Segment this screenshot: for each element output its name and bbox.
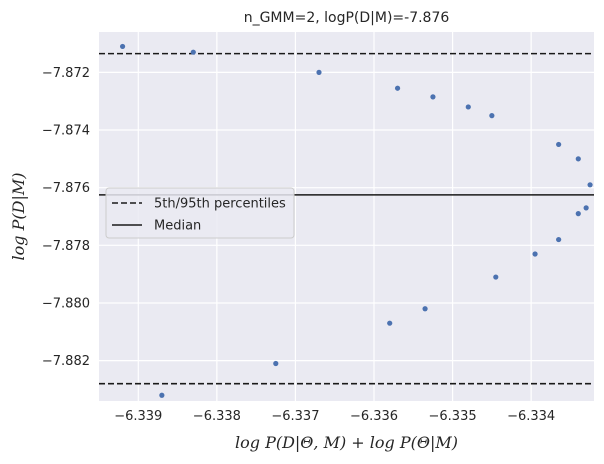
data-point: [489, 113, 495, 119]
data-point: [190, 49, 196, 55]
data-point: [556, 236, 562, 243]
data-point: [159, 392, 165, 398]
x-tick-label: −6.334: [507, 409, 555, 424]
data-point: [394, 85, 401, 91]
x-tick-label: −6.339: [114, 409, 162, 424]
data-point: [556, 141, 562, 148]
x-tick-label: −6.337: [271, 409, 319, 424]
data-point: [532, 251, 538, 257]
y-tick-label: −7.880: [42, 296, 90, 311]
data-point: [387, 320, 393, 326]
x-axis-label: log P(D|Θ, M) + log P(Θ|M): [235, 433, 458, 452]
legend-label-median: Median: [154, 219, 201, 234]
data-point: [583, 205, 589, 211]
data-point: [422, 306, 428, 312]
legend-box: [105, 187, 295, 239]
chart-title: n_GMM=2, logP(D|M)=-7.876: [244, 10, 450, 26]
x-tick-label: −6.335: [429, 409, 477, 424]
data-point: [316, 69, 322, 75]
data-point: [575, 156, 581, 162]
data-point: [273, 360, 279, 367]
x-tick-labels: −6.339 −6.338 −6.337 −6.336 −6.335 −6.334: [114, 409, 555, 424]
y-tick-label: −7.878: [42, 239, 90, 254]
y-tick-label: −7.872: [42, 66, 90, 81]
y-tick-label: −7.882: [42, 354, 90, 369]
x-tick-label: −6.336: [350, 409, 398, 424]
data-point: [465, 104, 471, 110]
data-point: [430, 94, 436, 100]
y-tick-label: −7.876: [42, 181, 90, 196]
legend: 5th/95th percentiles Median: [105, 187, 295, 239]
data-point: [587, 182, 593, 188]
data-points: [119, 43, 593, 398]
y-axis-label: log P(D|M): [9, 173, 28, 261]
data-point: [119, 43, 126, 50]
y-tick-labels: −7.872 −7.874 −7.876 −7.878 −7.880 −7.882: [42, 66, 90, 369]
x-tick-label: −6.338: [193, 409, 241, 424]
data-point: [493, 274, 499, 280]
legend-label-percentiles: 5th/95th percentiles: [154, 197, 286, 212]
y-tick-label: −7.874: [42, 124, 90, 139]
data-point: [575, 211, 581, 217]
